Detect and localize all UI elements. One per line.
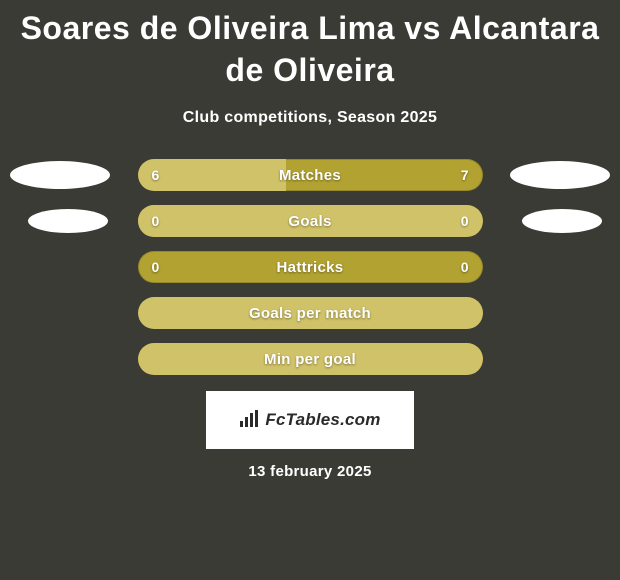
stat-label: Goals [138, 205, 483, 237]
stat-row: 67Matches [0, 159, 620, 191]
stat-bar: 67Matches [138, 159, 483, 191]
stat-bar: Min per goal [138, 343, 483, 375]
player-badge-right [522, 209, 602, 233]
footer-date: 13 february 2025 [0, 463, 620, 480]
comparison-infographic: Soares de Oliveira Lima vs Alcantara de … [0, 0, 620, 580]
stat-row: 00Hattricks [0, 251, 620, 283]
player-badge-left [28, 209, 108, 233]
stat-row: Min per goal [0, 343, 620, 375]
stat-rows: 67Matches 00Goals 00Hattricks Goals per mat… [0, 159, 620, 375]
stat-bar: Goals per match [138, 297, 483, 329]
footer-logo-text: FcTables.com [265, 410, 380, 430]
stat-label: Hattricks [138, 251, 483, 283]
page-title: Soares de Oliveira Lima vs Alcantara de … [0, 0, 620, 91]
chart-icon [239, 410, 259, 431]
player-badge-left [10, 161, 110, 189]
stat-label: Goals per match [138, 297, 483, 329]
subtitle: Club competitions, Season 2025 [0, 109, 620, 127]
stat-row: Goals per match [0, 297, 620, 329]
stat-label: Min per goal [138, 343, 483, 375]
stat-label: Matches [138, 159, 483, 191]
stat-bar: 00Goals [138, 205, 483, 237]
footer-logo: FcTables.com [206, 391, 414, 449]
stat-row: 00Goals [0, 205, 620, 237]
player-badge-right [510, 161, 610, 189]
stat-bar: 00Hattricks [138, 251, 483, 283]
